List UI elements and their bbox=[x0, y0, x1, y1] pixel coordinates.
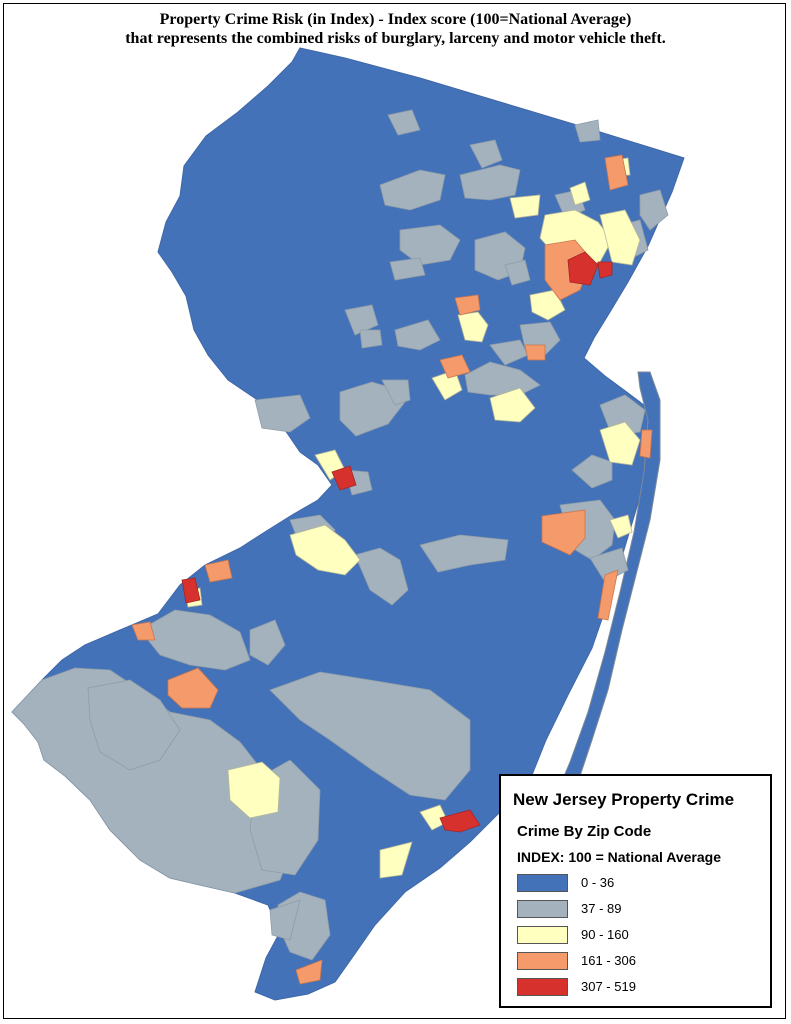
legend-swatch bbox=[517, 926, 568, 944]
legend-swatch bbox=[517, 978, 568, 996]
legend-subtitle: Crime By Zip Code bbox=[517, 823, 652, 840]
regions-307-519 bbox=[181, 251, 613, 833]
map-title-line-2: that represents the combined risks of bu… bbox=[125, 30, 666, 47]
legend-swatch bbox=[517, 874, 568, 892]
legend-label: 161 - 306 bbox=[581, 953, 636, 968]
legend-label: 90 - 160 bbox=[581, 927, 629, 942]
regions-90-160 bbox=[184, 157, 641, 879]
legend-title: New Jersey Property Crime bbox=[513, 790, 735, 809]
map-title: Property Crime Risk (in Index) - Index s… bbox=[0, 10, 791, 48]
map-frame bbox=[3, 3, 786, 1019]
legend-label: 307 - 519 bbox=[581, 979, 636, 994]
legend-label: 0 - 36 bbox=[581, 875, 615, 890]
legend-swatch bbox=[517, 900, 568, 918]
legend-index-note: INDEX: 100 = National Average bbox=[517, 849, 721, 865]
legend-label: 37 - 89 bbox=[581, 901, 622, 916]
map-legend: New Jersey Property Crime Crime By Zip C… bbox=[499, 774, 772, 1008]
map-title-line-1: Property Crime Risk (in Index) - Index s… bbox=[159, 11, 632, 28]
legend-swatch bbox=[517, 952, 568, 970]
